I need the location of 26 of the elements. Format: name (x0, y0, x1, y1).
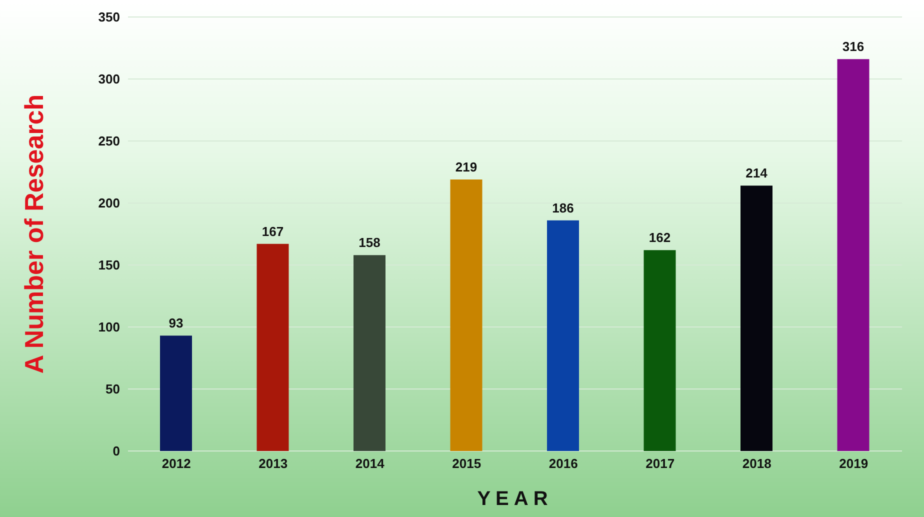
y-tick-label: 300 (98, 72, 120, 87)
x-tick-label: 2018 (742, 456, 772, 472)
y-tick-label: 50 (106, 382, 120, 397)
y-axis-title: A Number of Research (19, 94, 50, 374)
data-label: 93 (168, 316, 184, 331)
data-label: 214 (746, 166, 768, 181)
data-label: 167 (262, 224, 284, 239)
data-label: 162 (648, 230, 671, 246)
data-label: 158 (358, 235, 380, 250)
data-label: 219 (455, 159, 478, 174)
x-tick-label: 2012 (162, 456, 191, 472)
x-tick-label: 2013 (258, 456, 288, 472)
x-tick-label: 2014 (355, 456, 386, 472)
y-tick-label: 100 (98, 320, 120, 335)
data-label: 186 (552, 200, 574, 216)
y-tick-label: 350 (98, 10, 120, 25)
y-tick-label: 150 (98, 258, 120, 273)
data-label: 316 (842, 39, 864, 54)
y-tick-label: 200 (98, 196, 120, 211)
y-tick-label: 0 (112, 444, 120, 459)
x-tick-label: 2017 (646, 456, 675, 472)
y-tick-label: 250 (98, 134, 120, 149)
x-axis-title: YEAR (477, 488, 553, 510)
x-tick-label: 2016 (548, 456, 578, 472)
x-tick-label: 2019 (839, 456, 868, 472)
x-tick-label: 2015 (452, 456, 482, 472)
